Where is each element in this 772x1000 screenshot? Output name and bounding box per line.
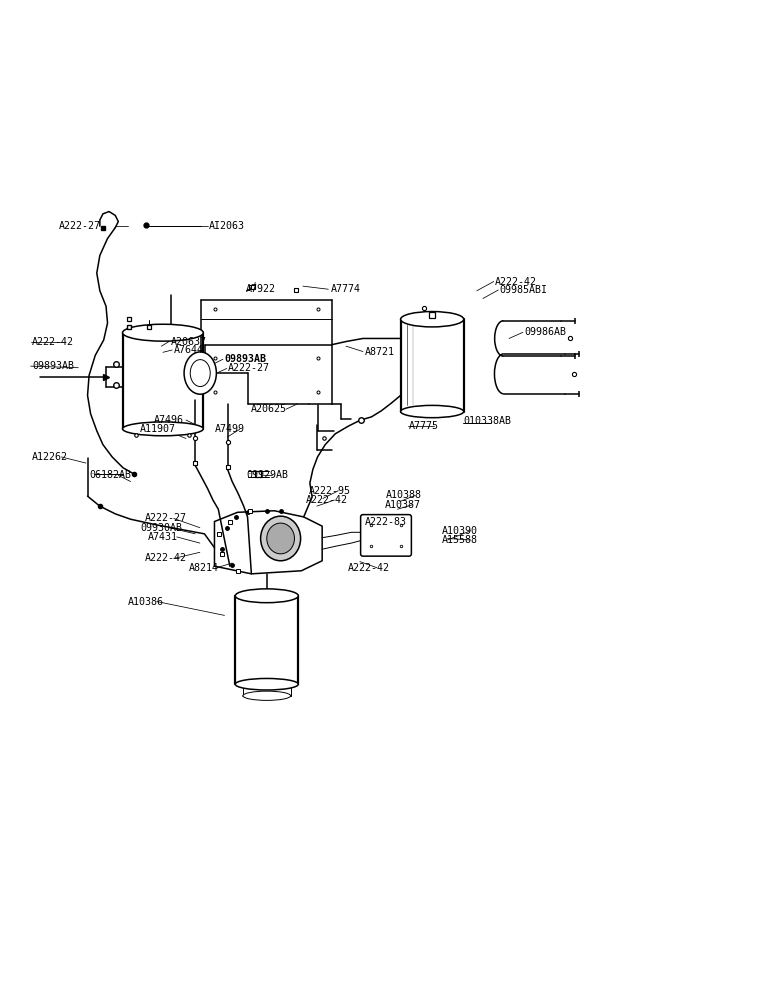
Ellipse shape [243,691,290,700]
Text: A7775: A7775 [409,421,439,431]
Text: 09893AB: 09893AB [225,354,266,364]
Text: A222-95: A222-95 [309,486,351,496]
Text: A222-27: A222-27 [59,221,101,231]
Text: A7496: A7496 [154,415,184,425]
FancyBboxPatch shape [361,515,411,556]
Text: A7922: A7922 [246,284,276,294]
Text: 09893AB: 09893AB [32,361,74,371]
Text: A7774: A7774 [330,284,361,294]
Text: A10388: A10388 [386,490,422,500]
Text: A7499: A7499 [215,424,245,434]
Text: 09986AB: 09986AB [524,327,567,337]
Ellipse shape [261,516,300,561]
Text: A20625: A20625 [251,404,286,414]
Ellipse shape [123,422,203,436]
Ellipse shape [267,523,294,554]
Text: A222-42: A222-42 [347,563,390,573]
Text: A8721: A8721 [364,347,394,357]
Text: 010338AB: 010338AB [463,416,511,426]
Text: 09985ABI: 09985ABI [499,285,548,295]
Text: A222-42: A222-42 [144,553,187,563]
Text: 09930AB: 09930AB [141,523,183,533]
Ellipse shape [123,324,203,341]
Ellipse shape [401,312,464,327]
Text: A20637: A20637 [171,337,207,347]
Text: A15588: A15588 [442,535,477,545]
Text: A10387: A10387 [384,500,421,510]
Text: A10390: A10390 [442,526,477,536]
Text: 06182AB: 06182AB [90,470,132,480]
Text: A222-42: A222-42 [32,337,74,347]
Text: A10386: A10386 [127,597,164,607]
Ellipse shape [184,352,216,394]
Text: A222-42: A222-42 [495,277,537,287]
Text: A7644: A7644 [174,345,204,355]
Text: A222-27: A222-27 [144,513,187,523]
Text: A7431: A7431 [147,532,178,542]
Text: A12262: A12262 [32,452,68,462]
Text: A222-27: A222-27 [229,363,270,373]
Ellipse shape [190,360,210,387]
Text: A222-42: A222-42 [306,495,348,505]
Ellipse shape [235,589,298,603]
Text: 09929AB: 09929AB [246,470,288,480]
Ellipse shape [235,678,298,690]
Text: A222-83: A222-83 [364,517,407,527]
Ellipse shape [401,405,464,418]
Text: AI2063: AI2063 [209,221,245,231]
Text: A11907: A11907 [140,424,176,434]
Text: A8214: A8214 [189,563,219,573]
